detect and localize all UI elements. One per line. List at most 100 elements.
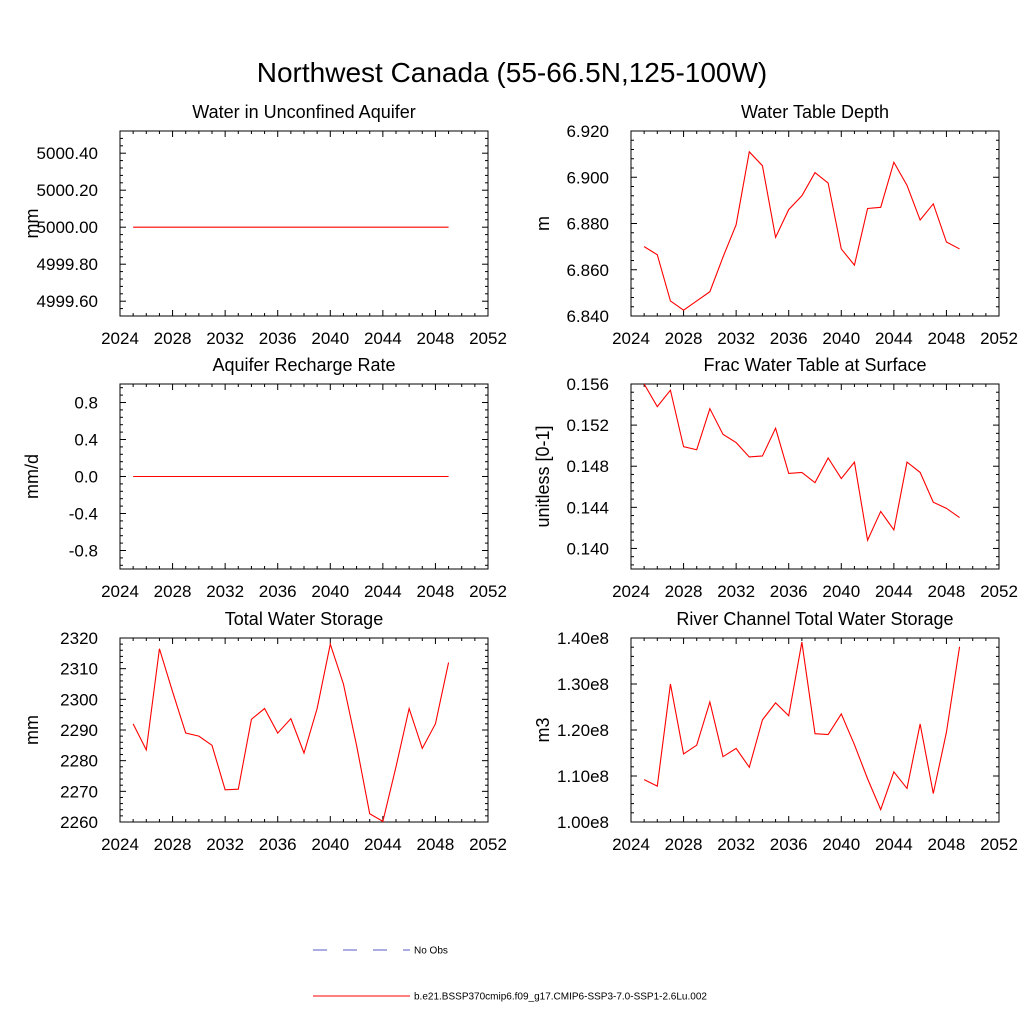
- x-tick-label: 2036: [770, 582, 808, 601]
- y-tick-label: 1.40e8: [557, 629, 609, 648]
- x-tick-label: 2044: [875, 835, 913, 854]
- x-tick-label: 2048: [928, 582, 966, 601]
- y-tick-label: 5000.00: [37, 218, 98, 237]
- x-tick-label: 2040: [822, 329, 860, 348]
- panel-total-water-storage: Total Water Storage mm 2024 2028 2032 2036 204…: [22, 609, 507, 854]
- y-tick-label: 2290: [60, 721, 98, 740]
- x-tick-label: 2040: [311, 329, 349, 348]
- y-tick-label: 0.156: [566, 375, 609, 394]
- x-tick-label: 2044: [364, 582, 402, 601]
- y-tick-label: 5000.40: [37, 144, 98, 163]
- y-tick-label: 0.140: [566, 539, 609, 558]
- y-tick-label: 1.20e8: [557, 721, 609, 740]
- plot-frame: [630, 383, 1000, 570]
- y-tick-label: 6.840: [566, 307, 609, 326]
- x-tick-label: 2036: [770, 835, 808, 854]
- panel-title: Total Water Storage: [225, 609, 383, 629]
- x-tick-label: 2052: [980, 329, 1018, 348]
- plot-frame: [630, 130, 1000, 317]
- x-tick-label: 2028: [154, 835, 192, 854]
- x-tick-label: 2024: [101, 835, 139, 854]
- x-tick-label: 2044: [364, 329, 402, 348]
- y-tick-label: 6.860: [566, 261, 609, 280]
- x-tick-label: 2028: [665, 835, 703, 854]
- series-line: [643, 642, 961, 812]
- x-tick-label: 2052: [469, 329, 507, 348]
- x-tick-label: 2032: [717, 582, 755, 601]
- x-tick-label: 2032: [206, 329, 244, 348]
- legend-label-model-run: b.e21.BSSP370cmip6.f09_g17.CMIP6-SSP3-7.…: [414, 992, 707, 1003]
- panel-river-channel-total-water-storage: River Channel Total Water Storage m3 2024 2…: [533, 609, 1018, 854]
- y-tick-label: 0.0: [74, 468, 98, 487]
- y-tick-label: 0.148: [566, 457, 609, 476]
- x-tick-label: 2032: [206, 582, 244, 601]
- legend: No Obs b.e21.BSSP370cmip6.f09_g17.CMIP6-…: [313, 946, 707, 1003]
- series-line: [643, 150, 960, 311]
- y-axis-label: mm: [22, 715, 42, 745]
- x-tick-label: 2048: [928, 835, 966, 854]
- y-tick-label: 2320: [60, 629, 98, 648]
- x-tick-label: 2048: [417, 329, 455, 348]
- y-tick-label: 1.10e8: [557, 767, 609, 786]
- plot-frame: [119, 637, 489, 823]
- y-tick-label: 1.30e8: [557, 675, 609, 694]
- series-line: [132, 641, 450, 823]
- x-tick-label: 2040: [311, 835, 349, 854]
- x-tick-label: 2044: [364, 835, 402, 854]
- y-tick-label: 1.00e8: [557, 813, 609, 832]
- x-tick-label: 2052: [469, 582, 507, 601]
- panel-title: Frac Water Table at Surface: [703, 355, 926, 375]
- x-tick-label: 2028: [665, 582, 703, 601]
- x-tick-label: 2024: [101, 582, 139, 601]
- panel-water-in-unconfined-aquifer: Water in Unconfined Aquifer mm 2024 2028 203…: [22, 102, 507, 348]
- y-axis-label: m3: [533, 717, 553, 742]
- y-tick-label: 0.4: [74, 431, 98, 450]
- x-tick-label: 2024: [612, 582, 650, 601]
- x-tick-label: 2028: [154, 582, 192, 601]
- x-tick-label: 2024: [612, 835, 650, 854]
- panel-frac-water-table-at-surface: Frac Water Table at Surface unitless [0-1…: [533, 355, 1018, 601]
- x-tick-label: 2040: [311, 582, 349, 601]
- panel-title: Water in Unconfined Aquifer: [192, 102, 415, 122]
- y-axis-label: m: [533, 216, 553, 231]
- y-tick-label: 2300: [60, 690, 98, 709]
- x-tick-label: 2048: [417, 835, 455, 854]
- x-tick-label: 2036: [770, 329, 808, 348]
- x-tick-label: 2052: [980, 582, 1018, 601]
- y-tick-label: 2280: [60, 752, 98, 771]
- panel-water-table-depth: Water Table Depth m 2024 2028 2032 2036 2040 20…: [533, 102, 1018, 348]
- y-axis-label: unitless [0-1]: [533, 425, 553, 527]
- y-tick-label: 2310: [60, 660, 98, 679]
- y-tick-label: 6.920: [566, 122, 609, 141]
- x-tick-label: 2024: [612, 329, 650, 348]
- x-tick-label: 2040: [822, 582, 860, 601]
- y-tick-label: 4999.80: [37, 255, 98, 274]
- y-tick-label: 6.900: [566, 168, 609, 187]
- series-line: [643, 383, 960, 543]
- panel-title: Aquifer Recharge Rate: [212, 355, 395, 375]
- x-tick-label: 2044: [875, 582, 913, 601]
- figure-title: Northwest Canada (55-66.5N,125-100W): [257, 57, 767, 88]
- y-tick-label: 2260: [60, 813, 98, 832]
- y-tick-label: 0.152: [566, 416, 609, 435]
- y-tick-label: 6.880: [566, 215, 609, 234]
- x-tick-label: 2036: [259, 835, 297, 854]
- panel-title: Water Table Depth: [741, 102, 889, 122]
- x-tick-label: 2048: [417, 582, 455, 601]
- panel-aquifer-recharge-rate: Aquifer Recharge Rate mm/d 2024 2028 2032 203…: [22, 355, 507, 601]
- y-tick-label: 0.144: [566, 498, 609, 517]
- x-tick-label: 2036: [259, 582, 297, 601]
- plot-frame: [119, 130, 489, 317]
- x-tick-label: 2052: [980, 835, 1018, 854]
- x-tick-label: 2028: [665, 329, 703, 348]
- x-tick-label: 2052: [469, 835, 507, 854]
- y-tick-label: 5000.20: [37, 181, 98, 200]
- y-tick-label: 0.8: [74, 394, 98, 413]
- x-tick-label: 2032: [206, 835, 244, 854]
- y-tick-label: 2270: [60, 782, 98, 801]
- y-axis-label: mm/d: [22, 454, 42, 499]
- y-tick-label: 4999.60: [37, 292, 98, 311]
- y-tick-label: -0.8: [69, 542, 98, 561]
- x-tick-label: 2028: [154, 329, 192, 348]
- panel-title: River Channel Total Water Storage: [676, 609, 953, 629]
